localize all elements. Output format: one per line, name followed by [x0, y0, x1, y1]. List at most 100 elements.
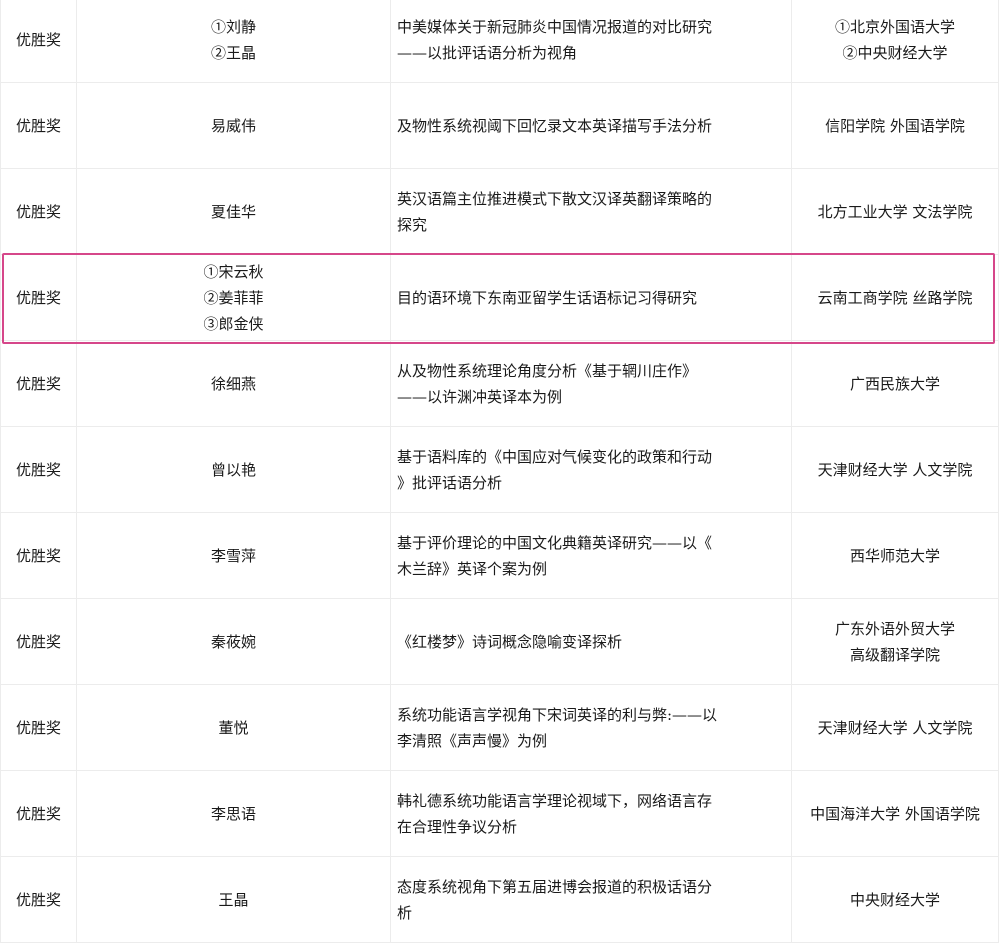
title-cell: 系统功能语言学视角下宋词英译的利与弊:——以 李清照《声声慢》为例: [390, 684, 792, 771]
names-cell: ①宋云秋 ②姜菲菲 ③郎金侠: [76, 254, 391, 341]
table-row: 优胜奖 ①刘静 ②王晶 中美媒体关于新冠肺炎中国情况报道的对比研究 ——以批评话语分析为…: [0, 0, 999, 83]
names-cell: ①刘静 ②王晶: [76, 0, 391, 83]
names-cell-line: ②王晶: [210, 43, 256, 62]
table-row: 优胜奖 李雪萍 基于评价理论的中国文化典籍英译研究——以《 木兰辞》英译个案为例 西华师…: [0, 512, 999, 599]
title-cell: 从及物性系统理论角度分析《基于辋川庄作》 ——以许渊冲英译本为例: [390, 340, 792, 427]
title-cell-line: 韩礼德系统功能语言学理论视域下，网络语言存: [397, 791, 713, 810]
title-cell: 基于语料库的《中国应对气候变化的政策和行动 》批评话语分析: [390, 426, 792, 513]
title-cell-line: 从及物性系统理论角度分析《基于辋川庄作》: [397, 361, 698, 380]
organization-cell-line: 云南工商学院 丝路学院: [817, 288, 973, 307]
title-cell: 《红楼梦》诗词概念隐喻变译探析: [390, 598, 792, 685]
award-cell: 优胜奖: [0, 856, 77, 943]
table-row: 优胜奖 ①宋云秋 ②姜菲菲 ③郎金侠 目的语环境下东南亚留学生话语标记习得研究 云南工商学…: [0, 254, 999, 341]
organization-cell-line: 天津财经大学 人文学院: [817, 718, 973, 737]
organization-cell: 广西民族大学: [791, 340, 999, 427]
names-cell: 秦莜婉: [76, 598, 391, 685]
table-row: 优胜奖 易威伟 及物性系统视阈下回忆录文本英译描写手法分析 信阳学院 外国语学院: [0, 82, 999, 169]
award-cell: 优胜奖: [0, 426, 77, 513]
names-cell-line: 易威伟: [210, 116, 256, 135]
names-cell: 王晶: [76, 856, 391, 943]
organization-cell-line: 天津财经大学 人文学院: [817, 460, 973, 479]
names-cell: 易威伟: [76, 82, 391, 169]
title-cell: 基于评价理论的中国文化典籍英译研究——以《 木兰辞》英译个案为例: [390, 512, 792, 599]
award-cell: 优胜奖: [0, 684, 77, 771]
names-cell-line: 李思语: [210, 804, 256, 823]
title-cell-line: 析: [397, 903, 413, 922]
title-cell-line: 基于语料库的《中国应对气候变化的政策和行动: [397, 447, 713, 466]
title-cell: 目的语环境下东南亚留学生话语标记习得研究: [390, 254, 792, 341]
organization-cell-line: 高级翻译学院: [849, 645, 940, 664]
award-cell: 优胜奖: [0, 168, 77, 255]
organization-cell-line: ②中央财经大学: [842, 43, 948, 62]
title-cell-line: 及物性系统视阈下回忆录文本英译描写手法分析: [397, 116, 713, 135]
organization-cell-line: 北方工业大学 文法学院: [817, 202, 973, 221]
title-cell-line: 木兰辞》英译个案为例: [397, 559, 548, 578]
names-cell-line: 徐细燕: [210, 374, 256, 393]
title-cell-line: 基于评价理论的中国文化典籍英译研究——以《: [397, 533, 713, 552]
organization-cell-line: 广东外语外贸大学: [834, 619, 955, 638]
table-row: 优胜奖 董悦 系统功能语言学视角下宋词英译的利与弊:——以 李清照《声声慢》为例 天津财…: [0, 684, 999, 771]
table-row: 优胜奖 徐细燕 从及物性系统理论角度分析《基于辋川庄作》 ——以许渊冲英译本为例 广西民…: [0, 340, 999, 427]
names-cell: 董悦: [76, 684, 391, 771]
title-cell: 英汉语篇主位推进模式下散文汉译英翻译策略的 探究: [390, 168, 792, 255]
names-cell-line: 王晶: [218, 890, 249, 909]
table-row: 优胜奖 曾以艳 基于语料库的《中国应对气候变化的政策和行动 》批评话语分析 天津财经大学…: [0, 426, 999, 513]
names-cell-line: ②姜菲菲: [203, 288, 264, 307]
names-cell-line: 李雪萍: [210, 546, 256, 565]
title-cell-line: 《红楼梦》诗词概念隐喻变译探析: [397, 632, 623, 651]
award-cell: 优胜奖: [0, 770, 77, 857]
table-row: 优胜奖 李思语 韩礼德系统功能语言学理论视域下，网络语言存 在合理性争议分析 中国海洋大…: [0, 770, 999, 857]
title-cell-line: 》批评话语分析: [397, 473, 503, 492]
organization-cell: 天津财经大学 人文学院: [791, 684, 999, 771]
names-cell-line: 董悦: [218, 718, 249, 737]
award-cell: 优胜奖: [0, 340, 77, 427]
title-cell-line: 探究: [397, 215, 428, 234]
title-cell: 态度系统视角下第五届进博会报道的积极话语分析: [390, 856, 792, 943]
title-cell-line: 李清照《声声慢》为例: [397, 731, 548, 750]
title-cell: 韩礼德系统功能语言学理论视域下，网络语言存 在合理性争议分析: [390, 770, 792, 857]
organization-cell-line: 中央财经大学: [849, 890, 940, 909]
organization-cell-line: 西华师范大学: [849, 546, 940, 565]
title-cell-line: ——以批评话语分析为视角: [397, 43, 578, 62]
names-cell: 曾以艳: [76, 426, 391, 513]
title-cell-line: ——以许渊冲英译本为例: [397, 387, 563, 406]
organization-cell-line: 广西民族大学: [849, 374, 940, 393]
title-cell-line: 态度系统视角下第五届进博会报道的积极话语分: [397, 877, 713, 896]
title-cell: 中美媒体关于新冠肺炎中国情况报道的对比研究 ——以批评话语分析为视角: [390, 0, 792, 83]
award-cell: 优胜奖: [0, 598, 77, 685]
names-cell-line: ①刘静: [210, 17, 256, 36]
organization-cell: 中央财经大学: [791, 856, 999, 943]
names-cell-line: 曾以艳: [210, 460, 256, 479]
organization-cell-line: 中国海洋大学 外国语学院: [810, 804, 980, 823]
names-cell-line: 秦莜婉: [210, 632, 256, 651]
names-cell-line: 夏佳华: [210, 202, 256, 221]
award-cell: 优胜奖: [0, 512, 77, 599]
title-cell-line: 目的语环境下东南亚留学生话语标记习得研究: [397, 288, 698, 307]
names-cell: 徐细燕: [76, 340, 391, 427]
table-row: 优胜奖 王晶 态度系统视角下第五届进博会报道的积极话语分析 中央财经大学: [0, 856, 999, 943]
names-cell-line: ③郎金侠: [203, 314, 264, 333]
award-cell: 优胜奖: [0, 0, 77, 83]
organization-cell-line: 信阳学院 外国语学院: [825, 116, 965, 135]
organization-cell-line: ①北京外国语大学: [834, 17, 955, 36]
organization-cell: 广东外语外贸大学 高级翻译学院: [791, 598, 999, 685]
names-cell-line: ①宋云秋: [203, 262, 264, 281]
title-cell-line: 中美媒体关于新冠肺炎中国情况报道的对比研究: [397, 17, 713, 36]
title-cell-line: 系统功能语言学视角下宋词英译的利与弊:——以: [397, 705, 718, 724]
names-cell: 夏佳华: [76, 168, 391, 255]
organization-cell: 天津财经大学 人文学院: [791, 426, 999, 513]
organization-cell: 云南工商学院 丝路学院: [791, 254, 999, 341]
names-cell: 李思语: [76, 770, 391, 857]
organization-cell: 北方工业大学 文法学院: [791, 168, 999, 255]
organization-cell: ①北京外国语大学 ②中央财经大学: [791, 0, 999, 83]
award-cell: 优胜奖: [0, 254, 77, 341]
organization-cell: 信阳学院 外国语学院: [791, 82, 999, 169]
table-row: 优胜奖 夏佳华 英汉语篇主位推进模式下散文汉译英翻译策略的 探究 北方工业大学 文法学院: [0, 168, 999, 255]
organization-cell: 西华师范大学: [791, 512, 999, 599]
title-cell: 及物性系统视阈下回忆录文本英译描写手法分析: [390, 82, 792, 169]
title-cell-line: 在合理性争议分析: [397, 817, 518, 836]
title-cell-line: 英汉语篇主位推进模式下散文汉译英翻译策略的: [397, 189, 713, 208]
organization-cell: 中国海洋大学 外国语学院: [791, 770, 999, 857]
award-cell: 优胜奖: [0, 82, 77, 169]
